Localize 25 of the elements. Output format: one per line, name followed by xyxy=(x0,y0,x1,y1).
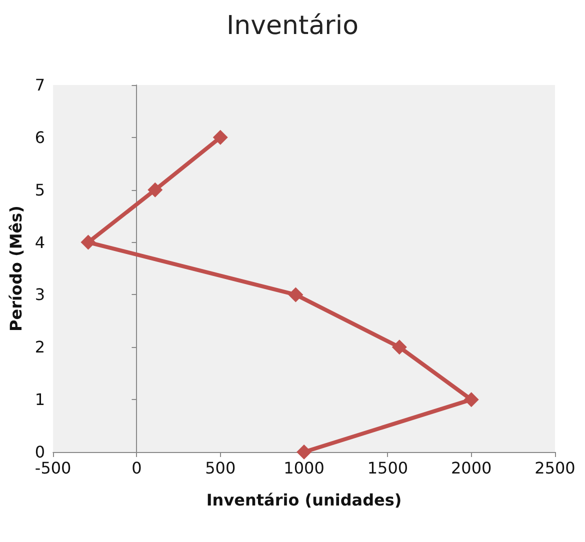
x-tick-label: 0 xyxy=(132,458,142,478)
point xyxy=(212,130,228,145)
y-tick-label: 5 xyxy=(34,180,46,200)
y-axis-title: Período (Mês) xyxy=(6,206,26,332)
x-tick-label: 1500 xyxy=(367,458,408,478)
point xyxy=(296,444,312,460)
x-tick-label: 500 xyxy=(205,458,236,478)
x-tick-label: 2000 xyxy=(450,458,492,478)
x-tick-label: -500 xyxy=(34,458,72,478)
y-tick-label: 3 xyxy=(34,285,46,304)
x-tick-label: 1000 xyxy=(284,458,324,478)
x-axis-title: Inventário (unidades) xyxy=(206,490,402,510)
point xyxy=(392,340,407,355)
chart-title: Inventário xyxy=(226,11,358,41)
y-tick-label: 1 xyxy=(34,390,46,410)
x-tick-label: 2500 xyxy=(534,458,576,478)
point xyxy=(288,287,304,302)
y-tick-label: 7 xyxy=(34,76,46,94)
point xyxy=(80,234,96,250)
y-tick-label: 2 xyxy=(34,338,46,357)
y-tick-label: 4 xyxy=(34,232,46,252)
y-tick-label: 0 xyxy=(34,442,46,462)
point xyxy=(464,392,479,408)
y-tick-label: 6 xyxy=(34,128,46,147)
point xyxy=(148,182,163,198)
